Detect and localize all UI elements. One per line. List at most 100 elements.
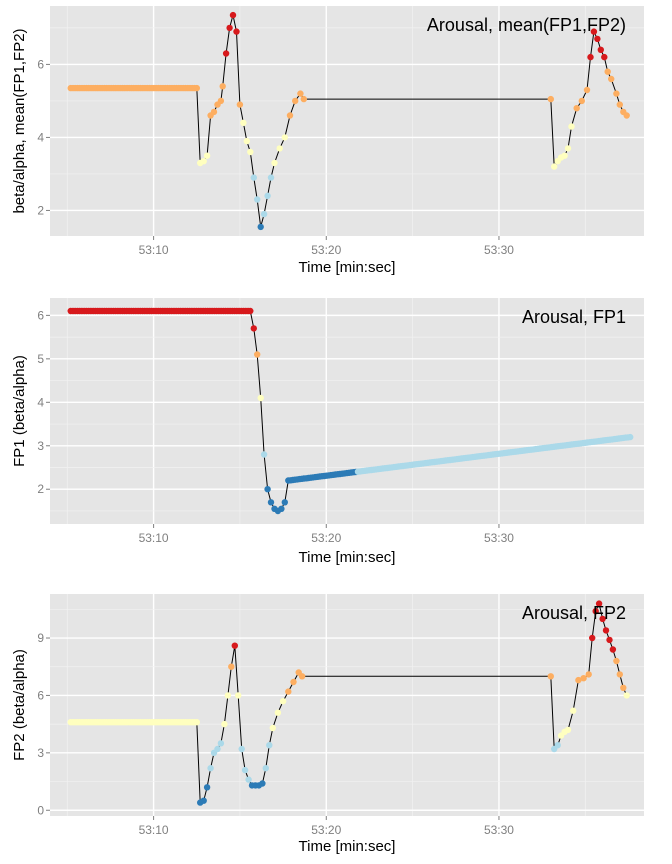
data-point xyxy=(300,95,307,103)
data-point xyxy=(200,797,207,804)
data-point xyxy=(568,123,575,130)
data-point xyxy=(587,53,594,61)
data-point xyxy=(613,90,620,97)
x-axis-label: Time [min:sec] xyxy=(299,838,396,855)
data-point xyxy=(623,692,630,699)
data-point xyxy=(292,97,299,105)
y-tick-label: 9 xyxy=(37,631,44,645)
data-point xyxy=(221,720,228,728)
chart-title: Arousal, FP1 xyxy=(522,307,626,327)
data-point xyxy=(575,676,582,684)
data-point xyxy=(599,615,606,623)
data-point xyxy=(613,657,620,665)
chart-title: Arousal, FP2 xyxy=(522,603,626,623)
data-point xyxy=(224,692,232,699)
data-point xyxy=(279,698,287,705)
x-tick-label: 53:30 xyxy=(484,823,514,837)
data-point xyxy=(564,726,572,734)
x-tick-label: 53:20 xyxy=(311,823,341,837)
data-point xyxy=(267,174,275,181)
y-tick-label: 0 xyxy=(37,803,44,817)
fp2-arousal-panel: 0 3 6 9 53:10 53:20 53:30 Arousal, FP2 Time [… xyxy=(11,594,644,855)
data-point xyxy=(547,95,554,103)
data-point xyxy=(594,35,601,43)
data-point xyxy=(240,119,247,127)
data-point xyxy=(290,678,297,686)
data-point xyxy=(217,97,225,105)
data-point xyxy=(231,642,238,649)
data-point xyxy=(257,223,264,231)
data-point xyxy=(286,112,294,119)
data-point xyxy=(281,499,288,506)
data-point xyxy=(620,684,627,691)
y-tick-label: 2 xyxy=(37,203,44,217)
data-point xyxy=(595,600,603,607)
data-point xyxy=(247,148,254,156)
panel-background xyxy=(50,298,644,524)
x-axis-label: Time [min:sec] xyxy=(299,259,396,276)
data-point xyxy=(210,108,218,116)
x-tick-labels: 53:10 53:20 53:30 xyxy=(139,236,514,257)
grid-lines xyxy=(50,594,644,816)
data-point xyxy=(608,75,615,83)
data-point xyxy=(604,68,611,75)
y-tick-labels: 2 3 4 5 6 xyxy=(37,308,50,496)
data-point xyxy=(259,780,266,787)
data-point xyxy=(254,196,261,203)
data-point xyxy=(276,145,283,152)
data-point xyxy=(274,709,282,716)
data-point xyxy=(235,692,242,699)
y-tick-label: 6 xyxy=(37,688,44,702)
data-point xyxy=(585,671,592,678)
data-point xyxy=(262,765,269,772)
data-point xyxy=(203,784,211,791)
x-tick-label: 53:30 xyxy=(484,531,514,545)
data-point xyxy=(616,101,623,108)
data-point xyxy=(254,351,261,358)
y-tick-label: 4 xyxy=(37,130,44,144)
data-point xyxy=(260,451,268,458)
data-point xyxy=(551,163,558,170)
y-tick-labels: 2 4 6 xyxy=(37,57,50,217)
y-axis-label: beta/alpha, mean(FP1,FP2) xyxy=(11,28,28,213)
data-point xyxy=(623,112,630,119)
x-axis-label: Time [min:sec] xyxy=(299,549,396,566)
data-point xyxy=(573,105,580,112)
y-tick-label: 2 xyxy=(37,482,44,496)
fp1-arousal-panel: 2 3 4 5 6 53:10 53:20 53:30 Arousal, FP1 Time … xyxy=(11,298,644,566)
panel-background xyxy=(50,6,644,236)
data-point xyxy=(602,627,610,634)
data-point xyxy=(561,152,568,159)
data-point xyxy=(207,765,214,772)
data-point xyxy=(260,210,268,218)
y-tick-label: 3 xyxy=(37,746,44,760)
data-point xyxy=(226,24,233,32)
x-tick-label: 53:10 xyxy=(139,531,169,545)
y-tick-labels: 0 3 6 9 xyxy=(37,631,50,817)
data-point xyxy=(266,742,273,749)
data-point xyxy=(606,636,613,644)
data-point xyxy=(580,675,587,682)
data-point xyxy=(554,742,561,749)
data-point xyxy=(597,46,604,53)
data-point xyxy=(281,134,288,141)
data-point xyxy=(269,724,276,732)
data-point xyxy=(570,707,577,714)
data-point xyxy=(589,634,596,642)
data-point xyxy=(601,53,608,61)
data-point xyxy=(219,83,226,90)
data-marks xyxy=(67,11,630,231)
data-point xyxy=(297,90,304,97)
data-point xyxy=(547,673,554,680)
data-marks xyxy=(67,600,630,806)
data-point xyxy=(241,766,249,774)
x-tick-label: 53:10 xyxy=(139,823,169,837)
data-point xyxy=(217,740,225,747)
data-point xyxy=(245,776,252,783)
data-point xyxy=(222,50,230,57)
data-point xyxy=(233,28,240,35)
x-tick-labels: 53:10 53:20 53:30 xyxy=(139,524,514,545)
data-point xyxy=(564,145,572,152)
y-tick-label: 5 xyxy=(37,352,44,366)
